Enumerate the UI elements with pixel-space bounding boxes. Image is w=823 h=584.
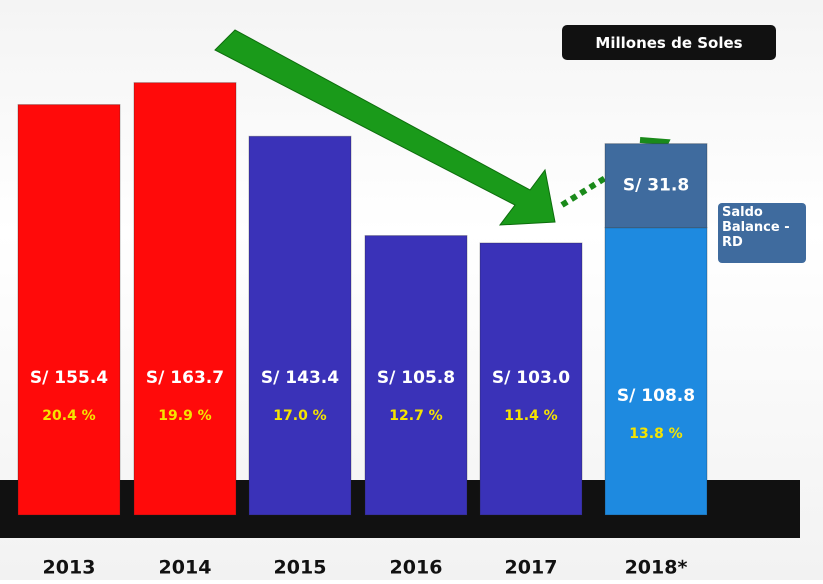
bar [364, 235, 468, 516]
x-tick-label: 2017 [505, 557, 558, 579]
share-label: 11.4 % [504, 408, 557, 424]
bar-segment [604, 143, 708, 229]
share-label: 19.9 % [158, 408, 211, 424]
bar [479, 242, 583, 516]
value-label: S/ 163.7 [146, 368, 224, 388]
value-label: S/ 143.4 [261, 368, 339, 388]
x-tick-label: 2014 [159, 557, 212, 579]
x-tick-label: 2018* [625, 557, 688, 579]
value-label: S/ 105.8 [377, 368, 455, 388]
x-tick-label: 2015 [274, 557, 327, 579]
x-tick-label: 2013 [43, 557, 96, 579]
share-label: 12.7 % [389, 408, 442, 424]
value-label: S/ 155.4 [30, 368, 108, 388]
bar [604, 227, 708, 516]
share-label: 17.0 % [273, 408, 326, 424]
bar [133, 82, 237, 516]
value-label: S/ 103.0 [492, 368, 570, 388]
share-label: 20.4 % [42, 408, 95, 424]
share-label: 13.8 % [629, 426, 682, 442]
trend-arrow [214, 29, 556, 226]
bar [17, 104, 121, 516]
value-label: S/ 108.8 [617, 386, 695, 406]
bar [248, 135, 352, 516]
legend-entry: Saldo Balance - RD [718, 203, 806, 263]
segment-label: S/ 31.8 [623, 176, 689, 196]
units-box: Millones de Soles [562, 25, 776, 60]
x-tick-label: 2016 [390, 557, 443, 579]
